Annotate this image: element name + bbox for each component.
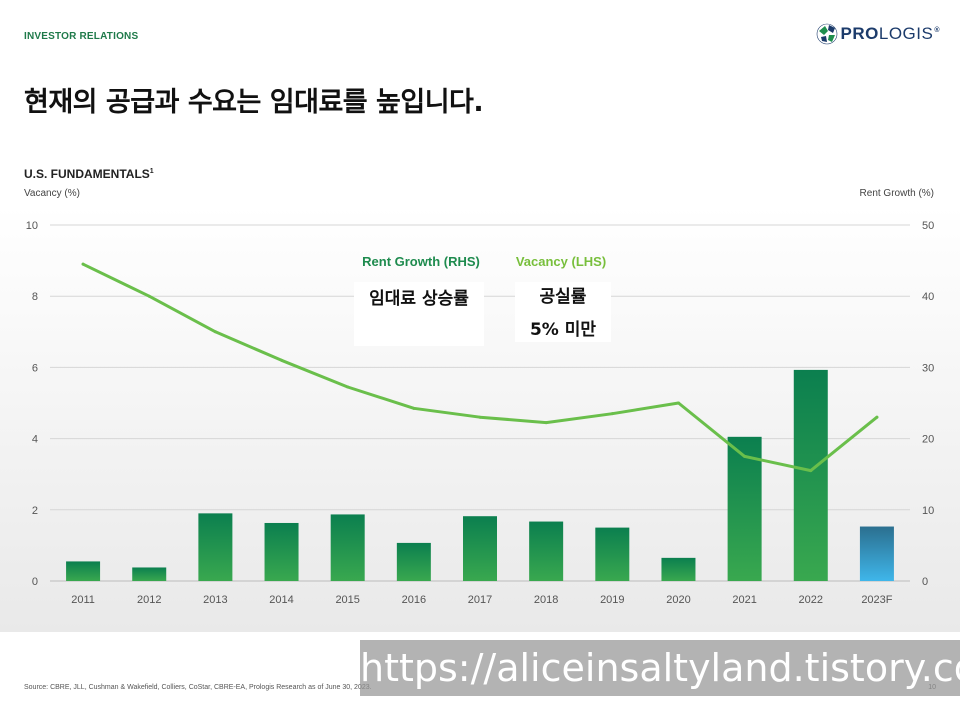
rent-growth-bar bbox=[264, 522, 299, 581]
rent-growth-bar bbox=[727, 436, 762, 581]
left-tick-label: 0 bbox=[32, 576, 38, 588]
rent-growth-bar bbox=[396, 542, 431, 581]
vacancy-overlay: 공실률 5% 미만 bbox=[515, 282, 611, 342]
legend-rent-growth: Rent Growth (RHS) bbox=[362, 254, 480, 269]
x-tick-label: 2023F bbox=[861, 594, 892, 606]
x-tick-label: 2013 bbox=[203, 594, 227, 606]
rent-growth-overlay-text: 임대료 상승률 bbox=[369, 289, 469, 309]
rent-growth-bar bbox=[595, 527, 630, 581]
rent-growth-bar bbox=[132, 567, 167, 581]
x-tick-label: 2015 bbox=[335, 594, 359, 606]
x-tick-label: 2022 bbox=[799, 594, 823, 606]
left-axis-label: Vacancy (%) bbox=[24, 188, 80, 199]
right-tick-label: 20 bbox=[922, 434, 934, 446]
vacancy-point bbox=[81, 262, 85, 266]
x-tick-label: 2012 bbox=[137, 594, 161, 606]
rent-growth-bar bbox=[330, 514, 365, 581]
logo-wordmark: PROLOGIS® bbox=[840, 24, 940, 43]
rent-growth-bar bbox=[529, 521, 564, 581]
vacancy-point bbox=[412, 406, 416, 410]
vacancy-point bbox=[544, 421, 548, 425]
globe-icon bbox=[816, 23, 837, 45]
x-tick-label: 2019 bbox=[600, 594, 624, 606]
rent-growth-bar bbox=[66, 561, 101, 581]
vacancy-overlay-text-1: 공실률 bbox=[539, 287, 587, 307]
rent-growth-bar bbox=[463, 516, 497, 581]
rent-growth-bar bbox=[661, 557, 696, 581]
left-tick-label: 8 bbox=[32, 291, 38, 303]
left-tick-label: 2 bbox=[32, 505, 38, 517]
vacancy-point bbox=[213, 330, 217, 334]
right-axis-label: Rent Growth (%) bbox=[859, 188, 934, 199]
right-tick-label: 50 bbox=[922, 220, 934, 232]
rent-growth-bar bbox=[793, 369, 828, 581]
right-tick-label: 30 bbox=[922, 362, 934, 374]
right-tick-label: 0 bbox=[922, 576, 928, 588]
vacancy-point bbox=[809, 469, 813, 473]
forecast-bar bbox=[859, 526, 894, 581]
left-tick-label: 6 bbox=[32, 362, 38, 374]
right-tick-label: 40 bbox=[922, 291, 934, 303]
vacancy-overlay-text-2: 5% 미만 bbox=[529, 320, 597, 340]
watermark: https://aliceinsaltyland.tistory.com bbox=[360, 640, 960, 696]
x-tick-label: 2018 bbox=[534, 594, 558, 606]
vacancy-point bbox=[280, 358, 284, 362]
x-tick-label: 2020 bbox=[666, 594, 690, 606]
vacancy-point bbox=[610, 412, 614, 416]
vacancy-point bbox=[346, 385, 350, 389]
x-tick-label: 2017 bbox=[468, 594, 492, 606]
x-tick-label: 2011 bbox=[71, 594, 95, 606]
chart-title: U.S. FUNDAMENTALS1 bbox=[24, 167, 154, 181]
vacancy-point bbox=[147, 294, 151, 298]
vacancy-point bbox=[743, 454, 747, 458]
right-tick-label: 10 bbox=[922, 505, 934, 517]
page-title: 현재의 공급과 수요는 임대료를 높입니다. bbox=[24, 87, 484, 118]
vacancy-point bbox=[875, 415, 879, 419]
x-tick-label: 2016 bbox=[402, 594, 426, 606]
prologis-logo: PROLOGIS® bbox=[815, 22, 940, 46]
vacancy-point bbox=[478, 415, 482, 419]
rent-growth-overlay: 임대료 상승률 bbox=[354, 282, 484, 346]
source-note: Source: CBRE, JLL, Cushman & Wakefield, … bbox=[24, 684, 372, 691]
vacancy-point bbox=[676, 401, 680, 405]
left-tick-label: 4 bbox=[32, 434, 38, 446]
section-label: INVESTOR RELATIONS bbox=[24, 31, 139, 42]
fundamentals-chart: 0 0 2 10 4 20 6 30 8 40 10 50 2011 2012 2013 2014 2015 20… bbox=[0, 206, 960, 632]
rent-growth-bar bbox=[198, 513, 233, 581]
x-tick-label: 2014 bbox=[269, 594, 293, 606]
left-tick-label: 10 bbox=[26, 220, 38, 232]
x-tick-label: 2021 bbox=[732, 594, 756, 606]
legend-vacancy: Vacancy (LHS) bbox=[516, 254, 606, 269]
